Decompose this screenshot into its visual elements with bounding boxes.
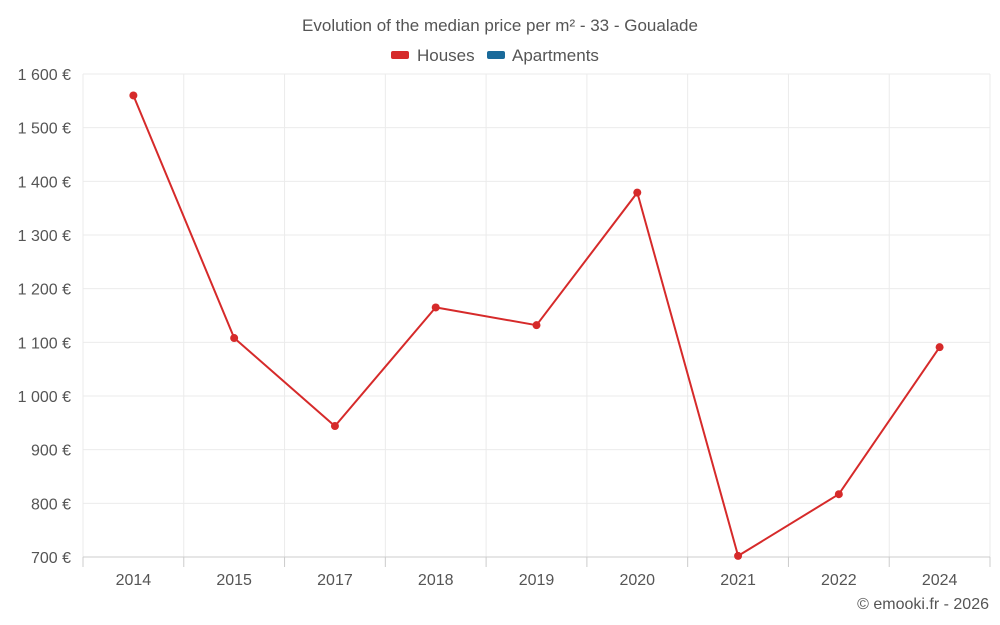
x-axis: 2014 2015 2017 2018 2019 2020 2021 2022 2024	[82, 556, 991, 589]
credit-text: © emooki.fr - 2026	[857, 596, 989, 613]
data-point-houses[interactable]	[633, 188, 642, 197]
y-tick-label: 1 100 €	[18, 335, 71, 352]
data-point-houses[interactable]	[230, 334, 239, 343]
data-point-houses[interactable]	[532, 321, 541, 330]
y-tick-label: 700 €	[31, 550, 71, 567]
x-tick-label: 2017	[317, 572, 353, 589]
legend-swatch-apartments	[487, 51, 505, 59]
grid	[82, 73, 991, 557]
y-axis: 700 € 800 € 900 € 1 000 € 1 100 € 1 200 € 1 30…	[18, 67, 71, 567]
data-point-houses[interactable]	[834, 490, 843, 499]
data-point-houses[interactable]	[935, 343, 944, 352]
x-tick-label: 2018	[418, 572, 454, 589]
x-tick-label: 2015	[216, 572, 252, 589]
y-tick-label: 1 500 €	[18, 121, 71, 138]
data-point-houses[interactable]	[734, 551, 743, 560]
data-point-houses[interactable]	[431, 303, 440, 312]
x-tick-label: 2022	[821, 572, 857, 589]
chart-title: Evolution of the median price per m² - 3…	[302, 16, 698, 35]
y-tick-label: 1 200 €	[18, 282, 71, 299]
data-point-houses[interactable]	[330, 422, 339, 431]
legend-swatch-houses	[391, 51, 409, 59]
y-tick-label: 900 €	[31, 443, 71, 460]
y-tick-label: 1 600 €	[18, 67, 71, 84]
x-tick-label: 2014	[116, 572, 152, 589]
legend-label-apartments[interactable]: Apartments	[512, 46, 599, 65]
y-tick-label: 1 000 €	[18, 389, 71, 406]
y-tick-label: 800 €	[31, 496, 71, 513]
x-tick-label: 2020	[619, 572, 655, 589]
y-tick-label: 1 300 €	[18, 228, 71, 245]
legend-label-houses[interactable]: Houses	[417, 46, 475, 65]
y-tick-label: 1 400 €	[18, 174, 71, 191]
data-point-houses[interactable]	[129, 91, 138, 100]
series-group	[129, 91, 944, 560]
x-tick-label: 2019	[519, 572, 555, 589]
legend: Houses Apartments	[391, 46, 599, 65]
x-tick-label: 2024	[922, 572, 958, 589]
x-tick-label: 2021	[720, 572, 756, 589]
